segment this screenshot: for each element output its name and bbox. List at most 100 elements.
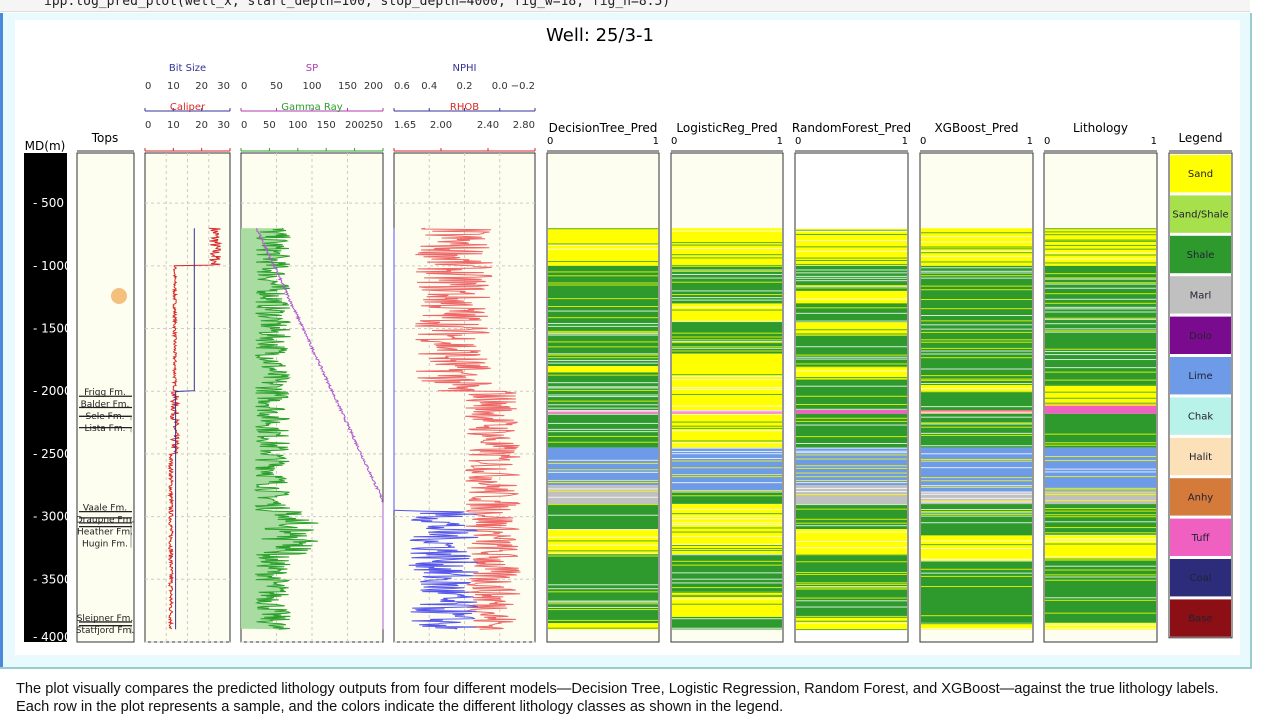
- thin-layer: [921, 513, 1032, 515]
- thin-layer: [1045, 460, 1156, 462]
- thin-layer: [796, 450, 907, 452]
- thin-layer: [548, 591, 658, 593]
- thin-layer: [796, 280, 907, 282]
- thin-layer: [548, 332, 658, 334]
- thin-layer: [796, 522, 907, 524]
- thin-layer: [548, 609, 658, 611]
- lithology-band-tuff: [796, 410, 907, 414]
- thin-layer: [1045, 239, 1156, 241]
- thin-layer: [548, 306, 658, 308]
- depth-tick-label: - 1000: [33, 259, 72, 273]
- thin-layer: [921, 248, 1032, 250]
- nphi-curve: [393, 228, 479, 630]
- thin-layer: [796, 620, 907, 622]
- thin-layer: [921, 277, 1032, 279]
- thin-layer: [548, 462, 658, 464]
- lithology-band-sand: [1045, 228, 1156, 266]
- thin-layer: [921, 241, 1032, 243]
- lithology-band-shale: [548, 504, 658, 530]
- thin-layer: [796, 491, 907, 493]
- lithology-band-lime: [921, 447, 1032, 492]
- thin-layer: [1045, 627, 1156, 629]
- depth-tick-label: - 500: [33, 196, 64, 210]
- thin-layer: [548, 243, 658, 245]
- thin-layer: [796, 518, 907, 520]
- top-label: Statfjord Fm.: [76, 626, 134, 636]
- thin-layer: [548, 400, 658, 402]
- bit-size-curve: [175, 228, 195, 630]
- thin-layer: [796, 554, 907, 556]
- gamma-ray-curve-fill: [241, 228, 319, 630]
- lithology-band-shale: [1045, 504, 1156, 536]
- thin-layer: [548, 330, 658, 332]
- thin-layer: [672, 347, 782, 349]
- thin-layer: [548, 357, 658, 359]
- thin-layer: [548, 334, 658, 336]
- thin-layer: [548, 496, 658, 498]
- thin-layer: [921, 422, 1032, 424]
- top-label: Frigg Fm.: [84, 388, 126, 398]
- thin-layer: [796, 447, 907, 449]
- thin-layer: [1045, 403, 1156, 405]
- thin-layer: [672, 495, 782, 497]
- legend-swatch-base: [1170, 599, 1231, 637]
- thin-layer: [1045, 258, 1156, 260]
- thin-layer: [796, 307, 907, 309]
- thin-layer: [796, 629, 907, 631]
- thin-layer: [796, 508, 907, 510]
- curve-tick-label: 30: [217, 81, 230, 92]
- thin-layer: [548, 540, 658, 542]
- thin-layer: [548, 275, 658, 277]
- thin-layer: [1045, 476, 1156, 478]
- thin-layer: [921, 500, 1032, 502]
- depth-tick-label: - 2500: [33, 447, 72, 461]
- thin-layer: [921, 522, 1032, 524]
- thin-layer: [672, 560, 782, 562]
- thin-layer: [796, 286, 907, 288]
- lithology-band-lime: [548, 447, 658, 486]
- lithology-band-shale: [921, 560, 1032, 624]
- curve-tick-label: 150: [338, 81, 357, 92]
- thin-layer: [921, 289, 1032, 291]
- thin-layer: [796, 504, 907, 506]
- thin-layer: [548, 627, 658, 629]
- thin-layer: [672, 531, 782, 533]
- thin-layer: [796, 354, 907, 356]
- thin-layer: [548, 394, 658, 396]
- prediction-track-title: Lithology: [1073, 121, 1128, 135]
- legend-swatch-shale: [1170, 235, 1231, 274]
- thin-layer: [796, 275, 907, 277]
- code-cell[interactable]: ipp.log_pred_plot(well_x, start_depth=10…: [0, 0, 1250, 12]
- thin-layer: [672, 277, 782, 279]
- well-log-figure: Well: 25/3-1 MD(m) - 500 - 1000 - 1500 - 200…: [15, 20, 1240, 655]
- thin-layer: [796, 467, 907, 469]
- thin-layer: [921, 568, 1032, 570]
- legend-label: Coal: [1189, 573, 1211, 584]
- thin-layer: [548, 435, 658, 437]
- xtick-label: 1: [653, 136, 659, 147]
- thin-layer: [672, 269, 782, 271]
- thin-layer: [796, 465, 907, 467]
- thin-layer: [796, 531, 907, 533]
- legend-swatch-coal: [1170, 559, 1231, 597]
- thin-layer: [1045, 278, 1156, 280]
- thin-layer: [548, 441, 658, 443]
- thin-layer: [921, 512, 1032, 514]
- thin-layer: [921, 416, 1032, 418]
- thin-layer: [796, 600, 907, 602]
- thin-layer: [672, 257, 782, 259]
- thin-layer: [672, 299, 782, 301]
- legend-label: Base: [1188, 614, 1212, 625]
- thin-layer: [1045, 252, 1156, 254]
- thin-layer: [796, 250, 907, 252]
- thin-layer: [672, 336, 782, 338]
- thin-layer: [921, 353, 1032, 355]
- thin-layer: [1045, 516, 1156, 518]
- curve-tick-label: 0.6: [394, 81, 410, 92]
- thin-layer: [1045, 487, 1156, 489]
- thin-layer: [921, 615, 1032, 617]
- chart-title: Well: 25/3-1: [546, 25, 654, 46]
- thin-layer: [672, 527, 782, 529]
- lithology-band-marl: [1045, 491, 1156, 505]
- thin-layer: [921, 467, 1032, 469]
